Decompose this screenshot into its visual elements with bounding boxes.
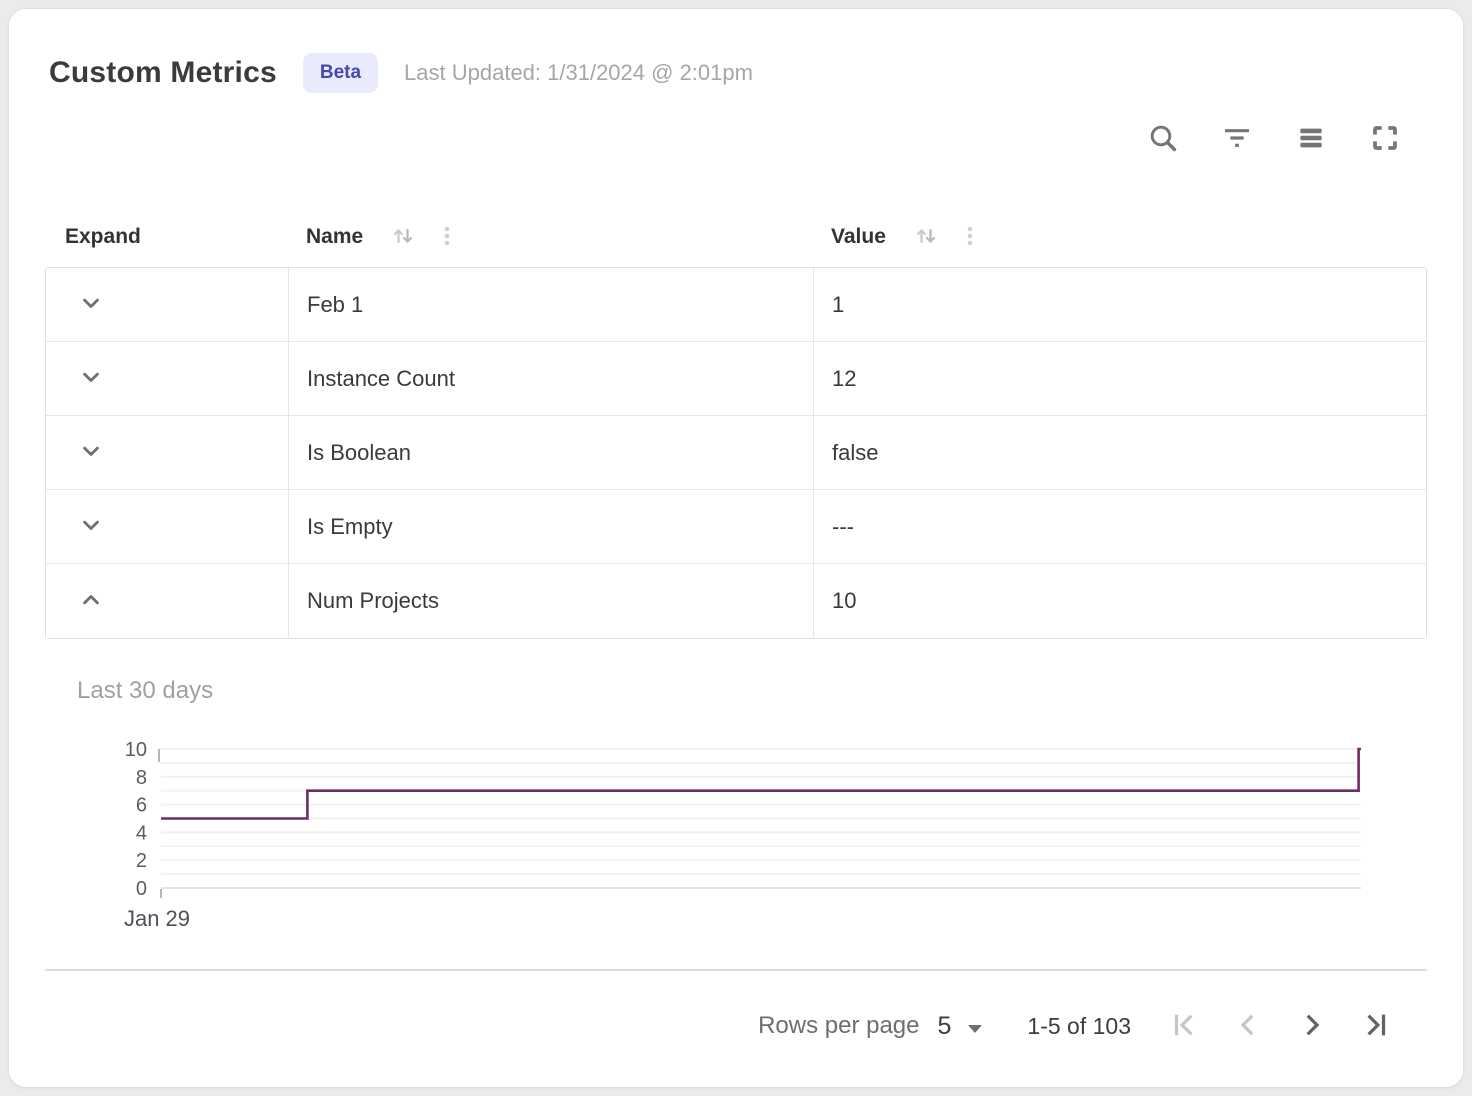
- metric-name-cell: Is Empty: [289, 490, 814, 563]
- density-button[interactable]: [1293, 121, 1329, 157]
- fullscreen-icon: [1369, 122, 1401, 157]
- name-column-label: Name: [306, 225, 364, 248]
- metrics-table: Expand Name: [9, 207, 1463, 639]
- rows-per-page-select[interactable]: 5: [938, 1012, 984, 1041]
- value-column-header[interactable]: Value: [813, 207, 1427, 267]
- metric-value-cell: 12: [832, 365, 857, 391]
- card-header: Custom Metrics Beta Last Updated: 1/31/2…: [9, 9, 1463, 97]
- chevron-down-icon: [77, 511, 105, 542]
- svg-text:6: 6: [136, 795, 147, 817]
- name-column-header[interactable]: Name: [288, 207, 813, 267]
- grid-toolbar: [9, 119, 1463, 159]
- page-title: Custom Metrics: [49, 56, 277, 89]
- kebab-menu-icon: [437, 224, 457, 251]
- expand-row-button[interactable]: [72, 508, 110, 546]
- metric-value-cell: 10: [832, 588, 857, 613]
- last-page-icon: [1361, 1010, 1391, 1043]
- next-page-button[interactable]: [1289, 1003, 1335, 1049]
- metric-value-cell: false: [832, 439, 879, 465]
- pagination-controls: [1161, 1003, 1399, 1049]
- expand-row-button[interactable]: [72, 360, 110, 398]
- expand-row-button[interactable]: [72, 434, 110, 472]
- pagination-range-label: 1-5 of 103: [1027, 1012, 1131, 1039]
- chevron-down-icon: [77, 289, 105, 320]
- search-icon: [1147, 122, 1179, 157]
- expanded-row-detail: Last 30 days 0 2 4 6 8 10 Jan 29: [9, 677, 1463, 937]
- custom-metrics-card: Custom Metrics Beta Last Updated: 1/31/2…: [8, 8, 1464, 1088]
- beta-badge: Beta: [302, 53, 379, 93]
- table-header-row: Expand Name: [45, 207, 1427, 267]
- fullscreen-button[interactable]: [1367, 121, 1403, 157]
- metric-name-cell: Feb 1: [289, 268, 814, 341]
- kebab-menu-icon: [960, 224, 980, 251]
- collapse-row-button[interactable]: [72, 582, 110, 620]
- chevron-down-icon: [77, 437, 105, 468]
- table-footer: Rows per page 5 1-5 of 103: [45, 969, 1427, 1081]
- last-page-button[interactable]: [1353, 1003, 1399, 1049]
- table-row: Is Empty ---: [46, 490, 1426, 564]
- svg-text:0: 0: [136, 878, 147, 900]
- table-row: Is Boolean false: [46, 416, 1426, 490]
- value-column-menu-button[interactable]: [960, 224, 980, 251]
- filter-icon: [1221, 122, 1253, 157]
- last-updated-text: Last Updated: 1/31/2024 @ 2:01pm: [404, 60, 753, 85]
- name-column-menu-button[interactable]: [437, 224, 457, 251]
- first-page-button: [1161, 1003, 1207, 1049]
- expand-column-label: Expand: [65, 225, 141, 248]
- expand-row-button[interactable]: [72, 286, 110, 324]
- density-icon: [1295, 122, 1327, 157]
- rows-per-page-label: Rows per page: [758, 1012, 920, 1039]
- svg-text:Jan 29: Jan 29: [124, 906, 190, 931]
- svg-text:4: 4: [136, 822, 147, 844]
- value-sort-button[interactable]: [914, 224, 938, 251]
- sort-icon: [914, 224, 938, 251]
- chevron-left-icon: [1233, 1010, 1263, 1043]
- sort-icon: [391, 224, 415, 251]
- table-body: Feb 1 1 Instance Count 12: [45, 267, 1427, 639]
- chevron-down-icon: [77, 363, 105, 394]
- table-row: Feb 1 1: [46, 268, 1426, 342]
- metric-value-cell: ---: [832, 513, 854, 539]
- svg-text:10: 10: [125, 739, 147, 761]
- metric-value-cell: 1: [832, 291, 845, 317]
- search-button[interactable]: [1145, 121, 1181, 157]
- first-page-icon: [1169, 1010, 1199, 1043]
- metric-name-cell: Instance Count: [289, 342, 814, 415]
- metric-name-cell: Num Projects: [289, 564, 814, 638]
- chevron-up-icon: [77, 586, 105, 617]
- rows-per-page-value: 5: [937, 1011, 952, 1040]
- filter-button[interactable]: [1219, 121, 1255, 157]
- caret-down-icon: [967, 1012, 983, 1041]
- svg-text:8: 8: [136, 767, 147, 789]
- svg-text:2: 2: [136, 850, 147, 872]
- metric-name-cell: Is Boolean: [289, 416, 814, 489]
- expand-column-header: Expand: [45, 207, 288, 267]
- table-row: Num Projects 10: [46, 564, 1426, 638]
- value-column-label: Value: [831, 225, 886, 248]
- previous-page-button: [1225, 1003, 1271, 1049]
- chart-title: Last 30 days: [77, 677, 214, 704]
- num-projects-trend-chart: 0 2 4 6 8 10 Jan 29: [124, 739, 1361, 931]
- name-sort-button[interactable]: [391, 224, 415, 251]
- table-row: Instance Count 12: [46, 342, 1426, 416]
- chevron-right-icon: [1297, 1010, 1327, 1043]
